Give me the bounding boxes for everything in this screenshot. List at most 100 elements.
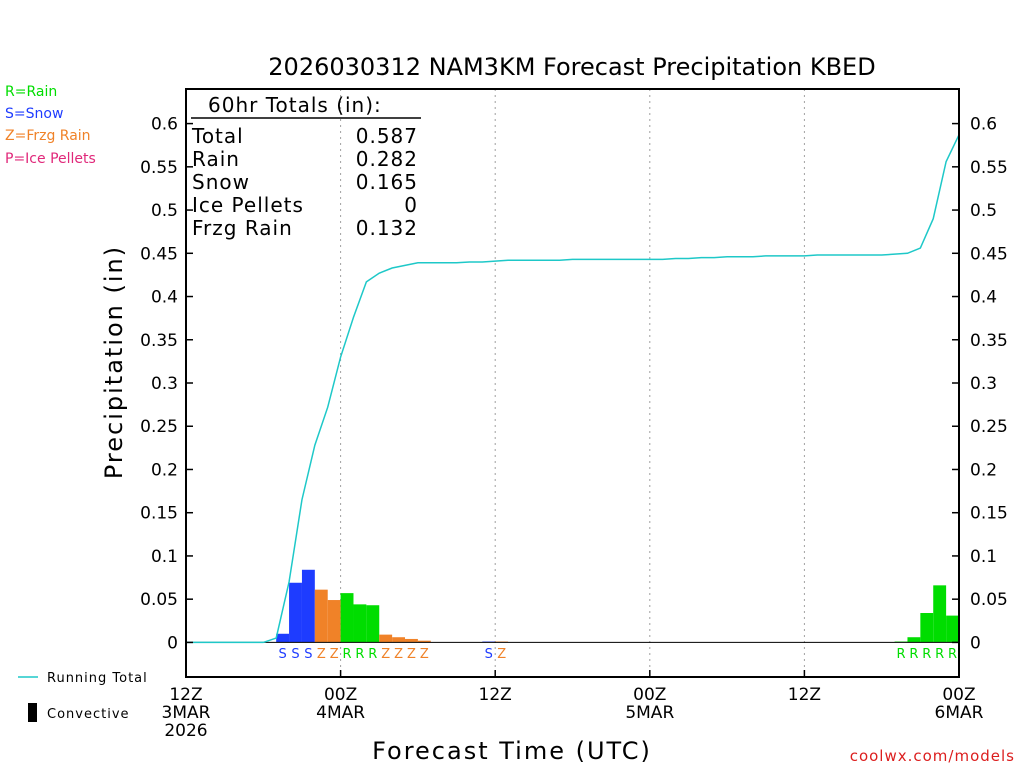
precip-type-letter: R	[922, 647, 931, 662]
legend-ice-pellets: P=Ice Pellets	[5, 151, 96, 167]
precip-type-letter: Z	[420, 647, 429, 662]
precip-type-letter: Z	[330, 647, 339, 662]
y-tick-label-left: 0.35	[140, 331, 178, 351]
totals-label-ice-pellets: Ice Pellets	[192, 193, 304, 217]
y-tick-label-right: 0.15	[970, 504, 1008, 524]
y-tick-label-right: 0	[970, 633, 981, 653]
precip-bar	[417, 640, 431, 643]
y-tick-label-right: 0.4	[970, 288, 997, 308]
y-tick-label-right: 0.3	[970, 374, 997, 394]
x-tick-label: 3MAR	[162, 703, 211, 723]
y-tick-label-left: 0.55	[140, 158, 178, 178]
totals-label-snow: Snow	[192, 170, 250, 194]
precip-bar	[314, 589, 328, 643]
y-tick-label-left: 0.6	[151, 115, 178, 135]
running-total-legend-label: Running Total	[47, 671, 148, 686]
totals-value-rain: 0.282	[356, 147, 418, 171]
y-tick-label-left: 0.1	[151, 547, 178, 567]
y-tick-label-right: 0.35	[970, 331, 1008, 351]
totals-label-frzg-rain: Frzg Rain	[192, 216, 293, 240]
precip-type-letter: S	[304, 647, 312, 662]
y-tick-label-left: 0.45	[140, 244, 178, 264]
totals-label-total: Total	[191, 124, 244, 148]
x-tick-label: 12Z	[169, 685, 202, 705]
precip-type-letter: S	[291, 647, 299, 662]
precip-bar	[301, 569, 315, 643]
precip-type-letter: Z	[317, 647, 326, 662]
y-tick-label-left: 0.2	[151, 460, 178, 480]
y-tick-label-left: 0.15	[140, 504, 178, 524]
x-tick-label: 12Z	[788, 685, 821, 705]
precip-bar	[276, 633, 290, 643]
y-tick-label-right: 0.25	[970, 417, 1008, 437]
y-tick-label-left: 0.25	[140, 417, 178, 437]
totals-value-ice-pellets: 0	[404, 193, 418, 217]
y-tick-label-left: 0.5	[151, 201, 178, 221]
precip-bar	[920, 613, 934, 643]
legend-snow: S=Snow	[5, 106, 63, 122]
totals-box: 60hr Totals (in): Total 0.587 Rain 0.282…	[191, 93, 421, 240]
convective-legend-label: Convective	[47, 707, 130, 722]
precip-bar	[946, 615, 959, 643]
totals-value-frzg-rain: 0.132	[356, 216, 418, 240]
precip-bar	[392, 637, 406, 643]
precip-type-letter: R	[935, 647, 944, 662]
precip-type-letter: Z	[381, 647, 390, 662]
y-tick-label-right: 0.55	[970, 158, 1008, 178]
precip-bar	[366, 605, 380, 643]
x-tick-label: 00Z	[633, 685, 666, 705]
precip-bar	[405, 638, 418, 643]
x-tick-label: 12Z	[479, 685, 512, 705]
legend-frzg-rain: Z=Frzg Rain	[5, 128, 91, 144]
totals-label-rain: Rain	[192, 147, 240, 171]
precip-type-letter: S	[278, 647, 286, 662]
y-tick-label-left: 0.3	[151, 374, 178, 394]
x-tick-label: 00Z	[324, 685, 357, 705]
x-tick-label: 6MAR	[935, 703, 984, 723]
precip-bar	[327, 600, 341, 643]
convective-legend-swatch	[28, 703, 37, 722]
x-tick-label: 2026	[164, 721, 207, 741]
totals-value-snow: 0.165	[356, 170, 418, 194]
bars	[276, 569, 959, 643]
precip-type-letter: Z	[407, 647, 416, 662]
y-axis-right: 0 0.05 0.1 0.15 0.2 0.25 0.3 0.35 0.4 0.45 0.5 0.55…	[952, 115, 1008, 653]
precip-bar	[289, 582, 302, 643]
y-axis-left: 0 0.05 0.1 0.15 0.2 0.25 0.3 0.35 0.4 0.45 0.5 0.55…	[140, 115, 193, 653]
precip-type-letter: R	[897, 647, 906, 662]
y-tick-label-right: 0.5	[970, 201, 997, 221]
precip-type-letter: R	[355, 647, 364, 662]
y-tick-label-left: 0	[167, 633, 178, 653]
credit-text: coolwx.com/models	[850, 747, 1015, 765]
precip-type-letter: Z	[394, 647, 403, 662]
x-tick-label: 4MAR	[316, 703, 365, 723]
x-tick-label: 5MAR	[625, 703, 674, 723]
precip-bar	[340, 593, 354, 643]
y-tick-label-left: 0.05	[140, 590, 178, 610]
precip-bar	[907, 637, 921, 643]
precip-type-letter: R	[948, 647, 957, 662]
y-tick-label-right: 0.05	[970, 590, 1008, 610]
legend-rain: R=Rain	[5, 84, 57, 100]
precip-type-letter: R	[909, 647, 918, 662]
totals-value-total: 0.587	[356, 124, 418, 148]
y-tick-label-right: 0.2	[970, 460, 997, 480]
y-tick-label-left: 0.4	[151, 288, 178, 308]
y-tick-label-right: 0.6	[970, 115, 997, 135]
precip-type-letter: S	[485, 647, 493, 662]
x-axis-title: Forecast Time (UTC)	[372, 737, 652, 765]
precip-bar	[353, 604, 367, 643]
precip-bar	[933, 585, 947, 643]
running-total-line	[186, 134, 960, 644]
precip-type-letter: R	[343, 647, 352, 662]
y-tick-label-right: 0.45	[970, 244, 1008, 264]
gridlines	[340, 89, 805, 677]
chart-title: 2026030312 NAM3KM Forecast Precipitation…	[268, 53, 875, 81]
totals-title: 60hr Totals (in):	[208, 93, 382, 117]
y-axis-title: Precipitation (in)	[100, 245, 128, 479]
x-tick-label: 00Z	[942, 685, 975, 705]
